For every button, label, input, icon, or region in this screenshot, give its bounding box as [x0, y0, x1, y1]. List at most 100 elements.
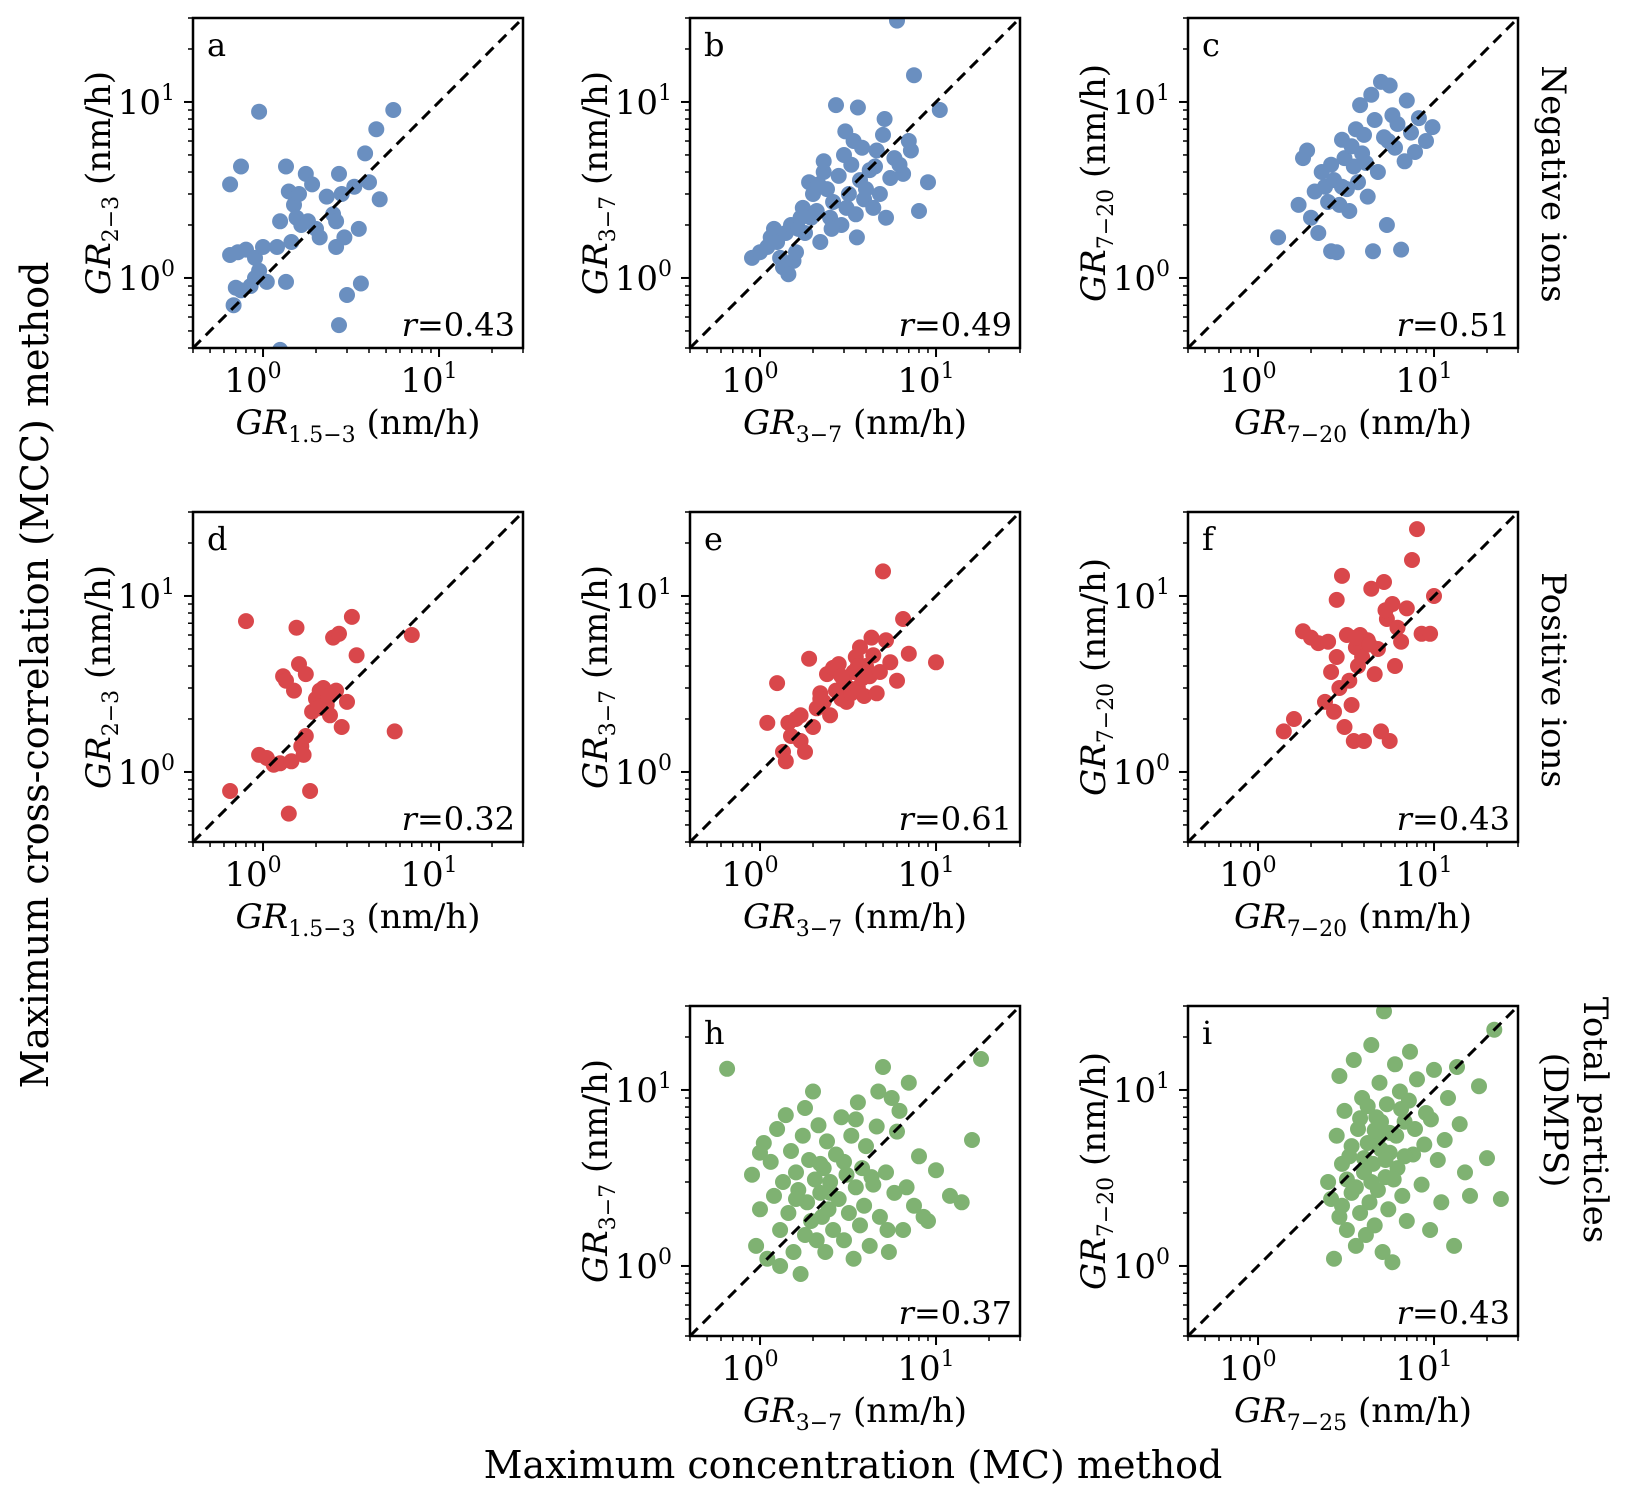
- x-axis-label: GR3−7 (nm/h): [743, 1391, 967, 1436]
- data-point: [371, 191, 388, 208]
- data-point: [828, 97, 844, 114]
- data-point: [1363, 1174, 1380, 1190]
- data-point: [852, 639, 868, 656]
- data-point: [1385, 1171, 1402, 1188]
- data-point: [1400, 1092, 1417, 1109]
- scatter-points: [719, 1051, 989, 1282]
- ticks: [184, 17, 524, 357]
- data-point: [1409, 521, 1425, 538]
- correlation-equals: =: [417, 306, 444, 344]
- tick-base: 10: [1113, 1247, 1156, 1287]
- data-point: [825, 1222, 842, 1238]
- data-point: [280, 805, 297, 822]
- data-point: [812, 690, 829, 707]
- data-point: [847, 1179, 864, 1196]
- data-point: [1320, 1174, 1337, 1190]
- axis-label-symbol: GR: [576, 736, 616, 789]
- correlation-label: r=0.51: [1397, 306, 1510, 344]
- correlation-value: 0.43: [444, 306, 515, 344]
- data-point: [1331, 1068, 1348, 1084]
- x-tick-label: 101: [1395, 853, 1452, 895]
- data-point: [1407, 1121, 1423, 1137]
- data-point: [759, 714, 776, 731]
- data-point: [803, 209, 820, 226]
- diagonal-group: [690, 512, 1020, 842]
- x-tick-label: 100: [721, 1347, 778, 1389]
- data-point: [792, 1266, 809, 1282]
- data-point: [1347, 1179, 1364, 1196]
- y-axis-label: GR7−20 (nm/h): [1074, 64, 1119, 302]
- x-tick-label: 101: [400, 359, 457, 401]
- data-point: [1331, 1208, 1348, 1225]
- data-point: [752, 1144, 768, 1161]
- data-point: [1446, 1237, 1463, 1254]
- data-point: [233, 158, 249, 175]
- data-point: [863, 1169, 880, 1186]
- tick-exponent: 1: [941, 1347, 955, 1372]
- x-axis-label: GR7−20 (nm/h): [1234, 897, 1472, 942]
- data-point: [867, 158, 883, 175]
- data-point: [1387, 658, 1403, 674]
- data-point: [895, 1222, 912, 1238]
- y-axis-label: GR2−3 (nm/h): [79, 71, 124, 295]
- axis-label-unit: (nm/h): [356, 403, 481, 443]
- data-point: [1381, 733, 1398, 749]
- data-point: [251, 103, 268, 120]
- correlation-label: r=0.43: [1397, 800, 1510, 838]
- data-point: [1436, 1132, 1453, 1148]
- data-point: [1343, 1138, 1360, 1155]
- data-point: [840, 186, 857, 202]
- data-point: [1422, 1222, 1439, 1238]
- tick-base: 10: [1113, 577, 1156, 617]
- x-tick-label: 100: [721, 359, 778, 401]
- data-point: [1328, 1127, 1345, 1144]
- data-point: [810, 176, 827, 193]
- data-point: [1366, 666, 1383, 683]
- data-point: [880, 1244, 897, 1260]
- correlation-label: r=0.37: [899, 1294, 1012, 1332]
- tick-base: 10: [400, 855, 443, 895]
- data-point: [1462, 1187, 1478, 1204]
- data-point: [797, 743, 813, 760]
- data-point: [1389, 619, 1406, 636]
- data-point: [1341, 203, 1358, 219]
- tick-base: 10: [118, 259, 161, 299]
- data-point: [1345, 1052, 1362, 1068]
- data-point: [269, 239, 285, 255]
- data-point: [840, 1205, 857, 1221]
- data-point: [752, 1201, 768, 1218]
- axis-label-symbol: GR: [1234, 403, 1287, 443]
- tick-base: 10: [118, 83, 161, 123]
- x-axis-label: GR3−7 (nm/h): [743, 403, 967, 448]
- y-tick-label: 101: [118, 81, 175, 123]
- scatter-points: [744, 18, 948, 283]
- data-point: [1376, 1006, 1392, 1020]
- correlation-label: r=0.61: [899, 800, 1012, 838]
- data-point: [744, 1166, 760, 1183]
- data-point: [1328, 649, 1345, 665]
- tick-base: 10: [1395, 1349, 1438, 1389]
- data-point: [820, 1201, 837, 1218]
- axis-label-unit: (nm/h): [79, 71, 119, 196]
- data-point: [849, 658, 866, 674]
- data-point: [238, 613, 254, 630]
- correlation-value: 0.61: [941, 800, 1012, 838]
- tick-exponent: 1: [1439, 359, 1453, 384]
- data-point: [1356, 126, 1372, 143]
- data-point: [1359, 1098, 1376, 1115]
- data-point: [1402, 1043, 1418, 1060]
- x-tick-label: 101: [1395, 1347, 1452, 1389]
- data-point: [865, 199, 882, 216]
- x-tick-label: 100: [224, 359, 281, 401]
- data-point: [920, 174, 936, 191]
- diagonal-line: [1188, 512, 1518, 842]
- data-point: [863, 629, 880, 646]
- y-tick-label: 100: [118, 257, 175, 299]
- y-tick-label: 100: [615, 1245, 672, 1287]
- data-point: [222, 176, 239, 193]
- tick-base: 10: [897, 1349, 940, 1389]
- data-point: [348, 647, 365, 664]
- data-point: [797, 1100, 813, 1116]
- data-point: [815, 153, 832, 170]
